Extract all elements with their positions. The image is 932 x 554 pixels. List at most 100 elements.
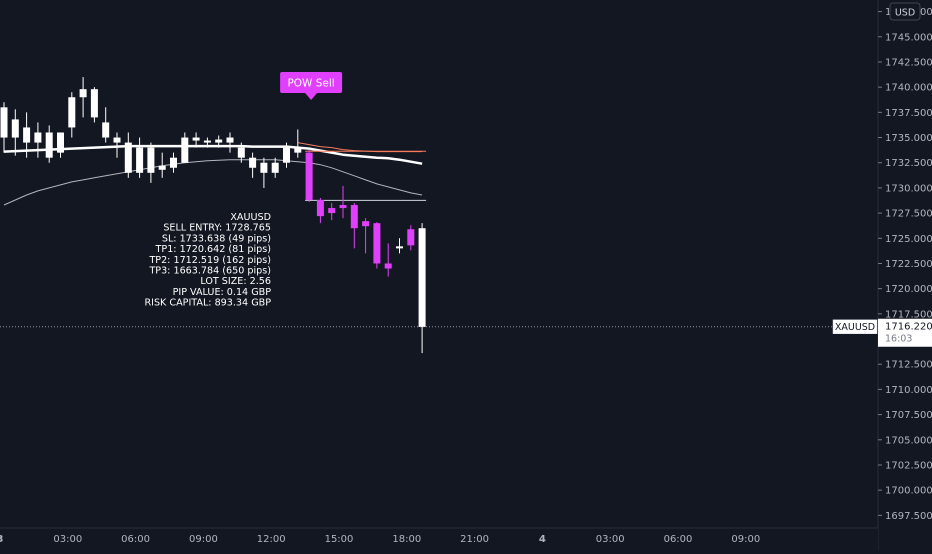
candle-body — [181, 137, 189, 163]
price-tick-label: 1730.000 — [885, 183, 932, 194]
time-tick-label: 18:00 — [392, 534, 421, 545]
candle-18[interactable] — [203, 137, 211, 148]
candle-body — [0, 107, 8, 138]
price-tick-label: 1735.000 — [885, 133, 932, 144]
candle-34[interactable] — [384, 243, 392, 277]
candle-body — [294, 147, 302, 153]
time-axis[interactable] — [0, 528, 878, 550]
price-tick-label: 1727.500 — [885, 209, 932, 220]
candle-15[interactable] — [170, 152, 177, 173]
candle-body — [396, 246, 403, 249]
candle-35[interactable] — [396, 238, 403, 254]
candle-27[interactable] — [305, 149, 313, 203]
candle-1[interactable] — [11, 109, 19, 156]
price-axis[interactable] — [878, 0, 932, 550]
price-tick-label: 1707.500 — [885, 410, 932, 421]
trade-info-line: TP2: 1712.519 (162 pips) — [148, 255, 271, 266]
candle-33[interactable] — [373, 222, 381, 269]
candle-17[interactable] — [192, 132, 200, 148]
candle-10[interactable] — [113, 132, 121, 158]
trade-info-line: SL: 1733.638 (49 pips) — [162, 233, 271, 244]
currency-button[interactable]: USD — [889, 2, 921, 21]
candle-16[interactable] — [181, 132, 189, 163]
trade-info-line: TP3: 1663.784 (650 pips) — [148, 266, 271, 277]
candle-30[interactable] — [339, 185, 347, 219]
last-price-value: 1716.220 — [885, 322, 932, 333]
candle-body — [249, 157, 257, 168]
signal-label-box — [280, 72, 343, 93]
price-tick-label: 1710.000 — [885, 385, 932, 396]
candle-37[interactable] — [418, 223, 426, 354]
time-tick-label: 12:00 — [257, 534, 286, 545]
candle-11[interactable] — [124, 132, 132, 178]
candle-body — [192, 137, 200, 141]
candle-body — [203, 140, 211, 143]
candle-body — [79, 89, 87, 98]
symbol-tag-text: XAUUSD — [835, 322, 875, 333]
candle-28[interactable] — [316, 197, 324, 224]
candle-body — [316, 200, 324, 217]
candle-body — [45, 132, 53, 158]
time-tick-label: 09:00 — [189, 534, 218, 545]
candle-body — [68, 97, 76, 128]
candle-body — [158, 165, 166, 170]
candle-body — [339, 205, 347, 209]
candle-body — [102, 122, 110, 138]
trade-info-line: PIP VALUE: 0.14 GBP — [173, 287, 272, 298]
candle-5[interactable] — [57, 132, 64, 158]
candle-2[interactable] — [23, 112, 31, 158]
price-tick-label: 1745.000 — [885, 32, 932, 43]
price-tick-label: 1720.000 — [885, 284, 932, 295]
signal-label[interactable]: POW Sell — [280, 72, 343, 100]
candle-3[interactable] — [34, 122, 42, 158]
candle-20[interactable] — [226, 132, 234, 153]
candle-31[interactable] — [350, 203, 358, 249]
time-tick-label: 06:00 — [664, 534, 693, 545]
price-tick-label: 1737.500 — [885, 108, 932, 119]
candle-9[interactable] — [102, 107, 110, 143]
candle-22[interactable] — [249, 152, 257, 178]
time-tick-label: 3 — [0, 534, 4, 545]
candle-12[interactable] — [136, 137, 144, 178]
price-tick-label: 1705.000 — [885, 435, 932, 446]
candle-body — [260, 162, 268, 173]
candle-body — [215, 139, 223, 143]
candle-7[interactable] — [79, 77, 87, 118]
candle-body — [373, 223, 381, 264]
candle-body — [362, 221, 370, 227]
candle-13[interactable] — [147, 142, 155, 183]
candle-26[interactable] — [294, 129, 302, 158]
time-tick-label: 06:00 — [121, 534, 150, 545]
candle-body — [271, 162, 279, 173]
candle-body — [418, 228, 426, 327]
price-tick-label: 1700.000 — [885, 486, 932, 497]
slow-moving-average-line — [3, 159, 423, 206]
candle-32[interactable] — [362, 218, 370, 254]
price-tick-label: 1722.500 — [885, 259, 932, 270]
candle-19[interactable] — [215, 135, 223, 148]
candle-29[interactable] — [328, 203, 336, 221]
candle-6[interactable] — [68, 92, 76, 138]
symbol-tag-box — [832, 319, 878, 334]
candle-23[interactable] — [260, 157, 268, 188]
candle-0[interactable] — [0, 102, 8, 153]
candle-4[interactable] — [45, 125, 53, 163]
candle-24[interactable] — [271, 157, 279, 178]
candle-8[interactable] — [90, 87, 98, 123]
candle-21[interactable] — [237, 142, 245, 163]
price-tick-label: 1697.500 — [885, 511, 932, 522]
candle-body — [136, 147, 144, 173]
time-tick-label: 15:00 — [325, 534, 354, 545]
candle-25[interactable] — [283, 142, 290, 168]
time-tick-label: 4 — [539, 534, 546, 545]
last-price-countdown: 16:03 — [885, 334, 912, 345]
plot-area[interactable] — [0, 77, 427, 354]
candle-36[interactable] — [407, 225, 415, 251]
candle-body — [305, 152, 313, 201]
candle-14[interactable] — [158, 152, 166, 178]
candle-body — [283, 147, 290, 163]
